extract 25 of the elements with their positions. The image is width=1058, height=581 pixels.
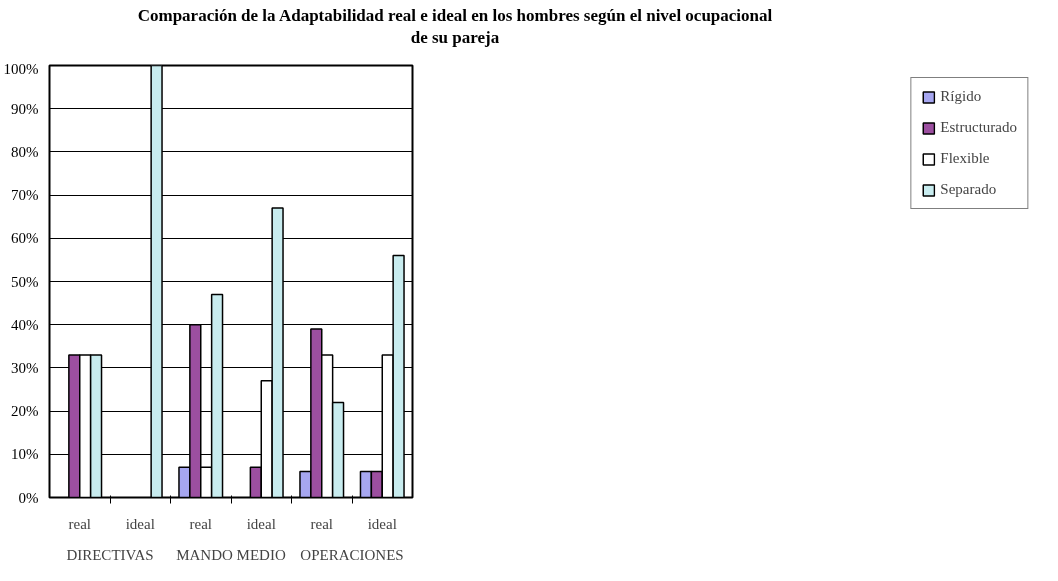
x-tick-label: ideal bbox=[125, 515, 155, 532]
x-tick-label: real bbox=[310, 515, 333, 532]
y-tick-label: 70% bbox=[11, 187, 39, 204]
y-tick-label: 10% bbox=[11, 446, 39, 463]
legend-label: Rígido bbox=[940, 88, 982, 105]
x-tick-label: ideal bbox=[246, 515, 276, 532]
x-tick-label: ideal bbox=[367, 515, 397, 532]
y-tick-label: 100% bbox=[3, 60, 39, 77]
y-tick-label: 20% bbox=[11, 403, 39, 420]
text: Comparación de la Adaptabilidad real e ideal en los hombres según el nivel ocupacional de su pareja bbox=[137, 5, 773, 50]
y-tick-label: 60% bbox=[11, 230, 39, 247]
legend-label: Separado bbox=[940, 181, 997, 198]
y-tick-label: 40% bbox=[11, 316, 39, 333]
text: OPERACIONES bbox=[300, 546, 404, 563]
y-tick-label: 80% bbox=[11, 143, 39, 160]
y-tick-label: 90% bbox=[11, 100, 39, 117]
legend-label: Estructurado bbox=[940, 119, 1017, 136]
x-tick-label: real bbox=[189, 515, 212, 532]
y-tick-label: 0% bbox=[18, 489, 39, 506]
y-tick-label: 50% bbox=[11, 273, 39, 290]
x-tick-label: real bbox=[68, 515, 91, 532]
y-tick-label: 30% bbox=[11, 359, 39, 376]
legend-label: Flexible bbox=[940, 150, 990, 167]
text: MANDO MEDIO bbox=[176, 546, 286, 563]
text: DIRECTIVAS bbox=[66, 546, 154, 563]
